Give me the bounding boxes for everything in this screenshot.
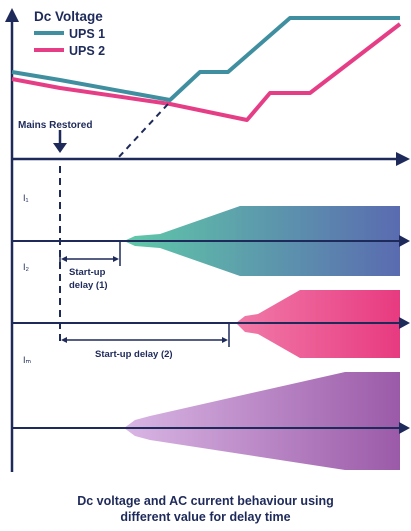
current-label-i2: I₂ [23, 262, 30, 272]
current-axis-2-arrow [399, 317, 410, 329]
startup-delay-1-label-line1: Start-up [69, 267, 106, 278]
current-axis-1-arrow [399, 235, 410, 247]
startup-delay-1-left-arrowhead [61, 256, 67, 262]
y-axis-label: Dc Voltage [34, 9, 103, 24]
current-label-i1: I₁ [23, 193, 29, 203]
current-label-im: Iₘ [23, 355, 32, 365]
mains-restored-label: Mains Restored [18, 120, 92, 131]
mains-restored-arrowhead [53, 143, 67, 153]
voltage-time-axis-arrow [396, 152, 410, 166]
startup-delay-1-label-line2: delay (1) [69, 280, 108, 291]
vertical-axis-arrow [5, 8, 19, 22]
current-band-3 [124, 372, 400, 470]
caption-line-1: Dc voltage and AC current behaviour usin… [77, 494, 334, 508]
startup-delay-2-left-arrowhead [61, 337, 67, 343]
legend-ups-2-label: UPS 2 [69, 44, 105, 58]
ups-2-curve [11, 22, 402, 122]
caption-line-2: different value for delay time [120, 510, 291, 524]
startup-delay-2-label: Start-up delay (2) [95, 349, 173, 360]
current-axis-3-arrow [399, 422, 410, 434]
ups-1-curve [11, 16, 400, 102]
legend-ups-1-label: UPS 1 [69, 27, 105, 41]
diagram-caption: Dc voltage and AC current behaviour usin… [0, 493, 411, 525]
startup-delay-2-right-arrowhead [222, 337, 228, 343]
ups-1-dashed-extension [117, 103, 169, 159]
startup-delay-1-right-arrowhead [113, 256, 119, 262]
